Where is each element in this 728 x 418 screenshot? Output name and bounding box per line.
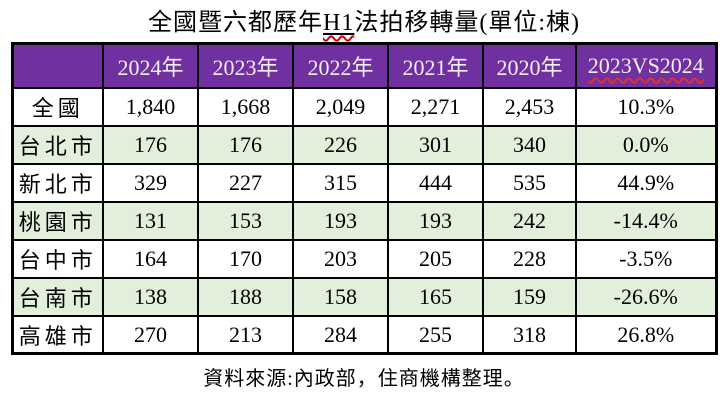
foreclosure-transfer-table: 2024年 2023年 2022年 2021年 2020年 2023VS2024…	[10, 41, 718, 356]
cell-value: 2,049	[292, 86, 389, 127]
cell-change: 44.9%	[575, 162, 717, 203]
page-title: 全國暨六都歷年H1法拍移轉量(單位:棟)	[0, 0, 728, 38]
cell-value: 2,271	[387, 86, 484, 127]
corner-cell	[11, 42, 104, 89]
row-label: 高雄市	[11, 314, 104, 355]
cell-value: 176	[102, 124, 199, 165]
column-header-2023vs2024: 2023VS2024	[575, 42, 717, 89]
cell-value: 176	[197, 124, 294, 165]
cell-value: 242	[482, 200, 577, 241]
column-header-2022: 2022年	[292, 42, 389, 89]
source-note: 資料來源:內政部，住商機構整理。	[203, 368, 525, 391]
cell-change: -26.6%	[575, 276, 717, 317]
cell-value: 318	[482, 314, 577, 355]
cell-value: 226	[292, 124, 389, 165]
title-suffix: 法拍移轉量(單位:棟)	[354, 10, 580, 36]
title-h1-underlined: H1	[323, 10, 354, 36]
row-label: 台北市	[11, 124, 104, 165]
cell-change: 10.3%	[575, 86, 717, 127]
cell-value: 158	[292, 276, 389, 317]
cell-value: 329	[102, 162, 199, 203]
cell-value: 315	[292, 162, 389, 203]
cell-value: 170	[197, 238, 294, 279]
table-row-nationwide: 全國 1,840 1,668 2,049 2,271 2,453 10.3%	[11, 86, 717, 127]
cell-value: 270	[102, 314, 199, 355]
cell-value: 284	[292, 314, 389, 355]
row-label: 全國	[11, 86, 104, 127]
cell-change: -3.5%	[575, 238, 717, 279]
cell-value: 213	[197, 314, 294, 355]
cell-value: 227	[197, 162, 294, 203]
cell-value: 138	[102, 276, 199, 317]
row-label: 新北市	[11, 162, 104, 203]
column-header-2021: 2021年	[387, 42, 484, 89]
cell-value: 164	[102, 238, 199, 279]
column-header-2023: 2023年	[197, 42, 294, 89]
cell-value: 165	[387, 276, 484, 317]
cell-value: 188	[197, 276, 294, 317]
cell-value: 193	[292, 200, 389, 241]
table-row-taoyuan: 桃園市 131 153 193 193 242 -14.4%	[11, 200, 717, 241]
cell-value: 228	[482, 238, 577, 279]
title-h1-spellcheck: H1	[323, 10, 355, 36]
table-row-newtaipei: 新北市 329 227 315 444 535 44.9%	[11, 162, 717, 203]
cell-change: 0.0%	[575, 124, 717, 165]
cell-value: 203	[292, 238, 389, 279]
column-header-2023vs2024-label: 2023VS2024	[587, 52, 704, 78]
cell-value: 444	[387, 162, 484, 203]
cell-value: 193	[387, 200, 484, 241]
row-label: 桃園市	[11, 200, 104, 241]
cell-value: 159	[482, 276, 577, 317]
table-row-tainan: 台南市 138 188 158 165 159 -26.6%	[11, 276, 717, 317]
cell-change: -14.4%	[575, 200, 717, 241]
table-header-row: 2024年 2023年 2022年 2021年 2020年 2023VS2024	[11, 42, 717, 89]
cell-value: 131	[102, 200, 199, 241]
cell-value: 340	[482, 124, 577, 165]
cell-value: 255	[387, 314, 484, 355]
column-header-2020: 2020年	[482, 42, 577, 89]
table-row-taipei: 台北市 176 176 226 301 340 0.0%	[11, 124, 717, 165]
table-row-taichung: 台中市 164 170 203 205 228 -3.5%	[11, 238, 717, 279]
cell-value: 1,668	[197, 86, 294, 127]
cell-value: 153	[197, 200, 294, 241]
row-label: 台中市	[11, 238, 104, 279]
cell-value: 301	[387, 124, 484, 165]
title-prefix: 全國暨六都歷年	[148, 10, 323, 36]
table-row-kaohsiung: 高雄市 270 213 284 255 318 26.8%	[11, 314, 717, 355]
row-label: 台南市	[11, 276, 104, 317]
cell-value: 205	[387, 238, 484, 279]
cell-change: 26.8%	[575, 314, 717, 355]
cell-value: 2,453	[482, 86, 577, 127]
cell-value: 1,840	[102, 86, 199, 127]
column-header-2024: 2024年	[102, 42, 199, 89]
cell-value: 535	[482, 162, 577, 203]
